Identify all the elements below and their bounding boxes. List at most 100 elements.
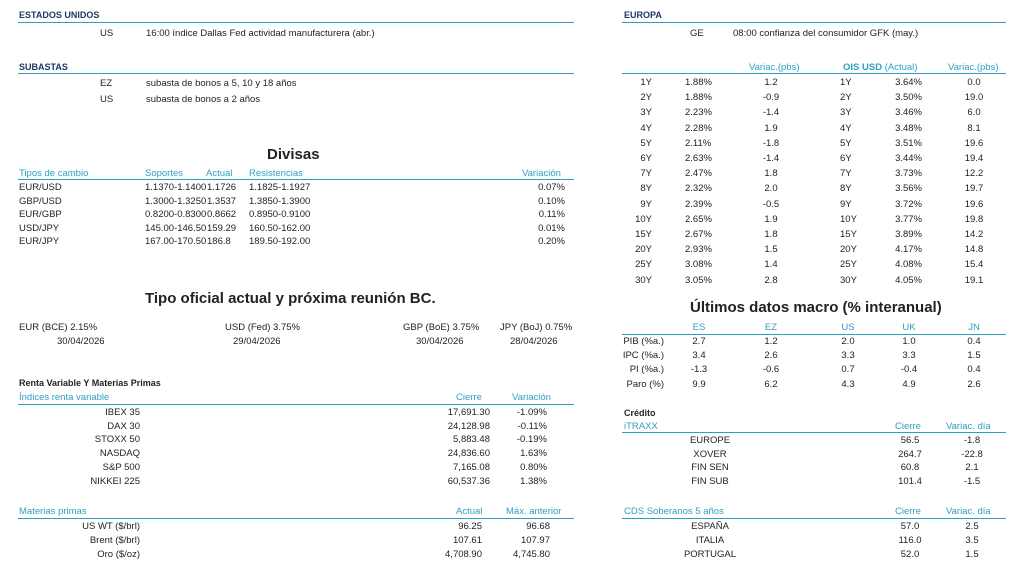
- fx-change: 0.11%: [538, 209, 565, 220]
- macro-label: Paro (%): [626, 378, 664, 390]
- ois-tenor: 8Y: [840, 183, 852, 195]
- curve-change: 2.0: [764, 183, 778, 195]
- fx-pair: GBP/USD: [19, 195, 62, 207]
- bank-rate: USD (Fed) 3.75%: [225, 322, 300, 333]
- index-change: 1.38%: [520, 475, 547, 487]
- macro-value: 2.7: [692, 336, 706, 347]
- macro-title: Últimos datos macro (% interanual): [690, 299, 942, 316]
- credito-title: Crédito: [624, 408, 656, 418]
- macro-country-header: ES: [692, 322, 706, 333]
- curve-tenor: 3Y: [640, 107, 652, 119]
- curve-tenor: 30Y: [635, 274, 652, 286]
- cds-change: 3.5: [965, 535, 979, 546]
- fx-resistances: 1.3850-1.3900: [249, 195, 311, 207]
- index-close: 24,128.98: [447, 420, 490, 432]
- ois-tenor: 30Y: [840, 274, 857, 286]
- curve-change: 1.2: [764, 77, 778, 88]
- ois-rate: 3.73%: [895, 168, 922, 180]
- commodity-current: 107.61: [452, 535, 482, 546]
- ois-rate: 3.48%: [895, 122, 922, 134]
- ois-tenor: 4Y: [840, 122, 852, 134]
- fx-supports: 145.00-146.50: [145, 222, 207, 234]
- mp-header-current: Actual: [456, 506, 483, 517]
- curve-rate: 2.93%: [685, 244, 712, 256]
- divider: [18, 518, 574, 519]
- cds-header-change: Variac. día: [946, 506, 991, 517]
- curve-change: 1.9: [764, 122, 778, 134]
- ois-tenor: 20Y: [840, 244, 857, 256]
- itraxx-change: -1.8: [963, 435, 981, 446]
- ois-rate: 3.77%: [895, 213, 922, 225]
- curve-change: -0.9: [762, 92, 780, 104]
- macro-value: -0.4: [900, 364, 918, 376]
- curve-tenor: 20Y: [635, 244, 652, 256]
- fx-pair: EUR/USD: [19, 182, 62, 193]
- ois-tenor: 3Y: [840, 107, 852, 119]
- itraxx-change: -1.5: [963, 476, 981, 488]
- ois-rate: 3.44%: [895, 153, 922, 164]
- index-change: -0.11%: [517, 420, 547, 432]
- ois-change: 19.6: [964, 198, 984, 210]
- subasta-country: US: [100, 94, 114, 105]
- ois-rate: 3.72%: [895, 198, 922, 210]
- fx-change: 0.20%: [538, 236, 565, 247]
- curve-rate: 2.32%: [685, 183, 712, 195]
- ois-tenor: 25Y: [840, 259, 857, 271]
- curve-rate: 2.11%: [685, 137, 712, 149]
- cds-close: 52.0: [900, 549, 920, 560]
- fx-supports: 0.8200-0.8300: [145, 209, 207, 220]
- ois-change: 19.4: [964, 153, 984, 164]
- bank-rate: GBP (BoE) 3.75%: [403, 322, 480, 333]
- macro-country-header: JN: [968, 322, 980, 333]
- curve-tenor: 25Y: [635, 259, 652, 271]
- macro-value: 6.2: [764, 378, 778, 390]
- fx-resistances: 189.50-192.00: [249, 236, 311, 247]
- index-close: 60,537.36: [447, 475, 490, 487]
- cds-close: 57.0: [900, 521, 920, 532]
- bank-date: 28/04/2026: [510, 336, 558, 347]
- fx-resistances: 160.50-162.00: [249, 222, 311, 234]
- ois-rate: 3.50%: [895, 92, 922, 104]
- curve-rate: 2.63%: [685, 153, 712, 164]
- itraxx-name: XOVER: [693, 448, 727, 460]
- renta-variable-title: Renta Variable Y Materias Primas: [19, 378, 161, 388]
- macro-value: 0.4: [967, 364, 981, 376]
- commodity-current: 96.25: [458, 521, 482, 532]
- divider: [622, 73, 1006, 74]
- itraxx-header-name: iTRAXX: [624, 421, 658, 432]
- ois-tenor: 6Y: [840, 153, 852, 164]
- itraxx-close: 101.4: [898, 476, 922, 488]
- cds-header-close: Cierre: [895, 506, 921, 517]
- divisas-header-pair: Tipos de cambio: [19, 168, 89, 179]
- ois-rate: 3.56%: [895, 183, 922, 195]
- divider: [18, 179, 574, 180]
- fx-change: 0.01%: [538, 222, 565, 234]
- subasta-text: subasta de bonos a 2 años: [146, 94, 261, 105]
- bank-date: 30/04/2026: [57, 336, 105, 347]
- curve-rate: 2.47%: [685, 168, 712, 180]
- fx-pair: EUR/GBP: [19, 209, 62, 220]
- bank-rate: JPY (BoJ) 0.75%: [500, 322, 573, 333]
- curve-rate: 3.05%: [685, 274, 712, 286]
- ois-change: 19.1: [964, 274, 984, 286]
- fx-resistances: 0.8950-0.9100: [249, 209, 311, 220]
- us-event: 16:00 índice Dallas Fed actividad manufa…: [146, 28, 375, 39]
- cds-close: 116.0: [898, 535, 922, 546]
- commodity-prev-max: 4,745.80: [513, 549, 550, 560]
- cds-change: 1.5: [965, 549, 979, 560]
- ois-tenor: 15Y: [840, 229, 857, 240]
- divider: [18, 73, 574, 74]
- mp-header-prev-max: Máx. anterior: [506, 506, 562, 517]
- fx-current: 159.29: [207, 222, 237, 234]
- ois-change: 19.8: [964, 213, 984, 225]
- itraxx-change: -22.8: [961, 448, 983, 460]
- divider: [18, 404, 574, 405]
- tipos-oficiales-title: Tipo oficial actual y próxima reunión BC…: [145, 290, 436, 307]
- ois-change: 19.7: [964, 183, 984, 195]
- ois-change: 6.0: [967, 107, 981, 119]
- ois-tenor: 1Y: [840, 77, 852, 88]
- curve-rate: 1.88%: [685, 92, 712, 104]
- ois-change: 14.2: [964, 229, 984, 240]
- index-close: 5,883.48: [453, 434, 490, 446]
- index-close: 24,836.60: [447, 448, 490, 460]
